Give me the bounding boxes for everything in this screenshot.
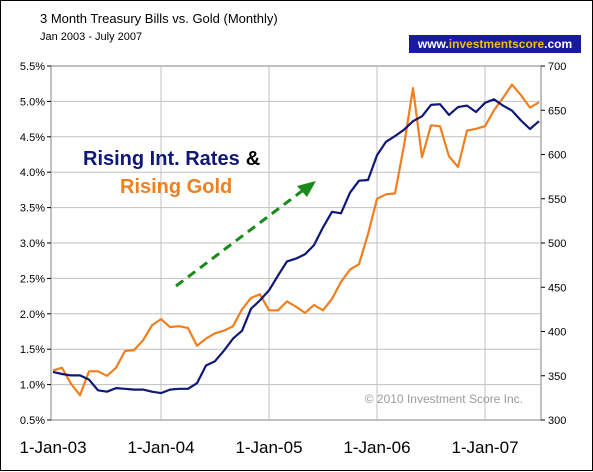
gold-price-line bbox=[52, 83, 540, 397]
y-axis-right-ticks: 300 350 400 450 500 550 600 650 700 bbox=[541, 61, 566, 427]
x-tick-label: 1-Jan-06 bbox=[343, 438, 410, 457]
y-right-tick-label: 500 bbox=[548, 238, 566, 250]
y-left-tick-label: 1.5% bbox=[20, 344, 45, 356]
y-right-tick-label: 550 bbox=[548, 194, 566, 206]
x-tick-label: 1-Jan-03 bbox=[19, 438, 86, 457]
y-right-tick-label: 350 bbox=[548, 371, 566, 383]
y-axis-left-ticks: 0.5% 1.0% 1.5% 2.0% 2.5% 3.0% 3.5% 4.0% 4.5% 5.0%… bbox=[20, 61, 51, 427]
y-left-tick-label: 4.5% bbox=[20, 132, 45, 144]
trend-arrow-line bbox=[175, 189, 303, 288]
y-left-tick-label: 4.0% bbox=[20, 167, 45, 179]
x-axis-ticks: 1-Jan-03 1-Jan-04 1-Jan-05 1-Jan-06 1-Jan-07 bbox=[19, 438, 518, 457]
y-right-tick-label: 650 bbox=[548, 105, 566, 117]
x-tick-label: 1-Jan-07 bbox=[451, 438, 518, 457]
y-left-tick-label: 5.0% bbox=[20, 96, 45, 108]
trend-arrow-head bbox=[297, 181, 316, 197]
series-layer bbox=[52, 83, 540, 397]
x-tick-label: 1-Jan-04 bbox=[127, 438, 194, 457]
y-right-tick-label: 450 bbox=[548, 282, 566, 294]
trend-arrow bbox=[175, 181, 316, 288]
y-right-tick-label: 300 bbox=[548, 415, 566, 427]
annotation-gold: Rising Gold bbox=[120, 176, 232, 198]
y-left-tick-label: 2.5% bbox=[20, 273, 45, 285]
y-left-tick-label: 0.5% bbox=[20, 415, 45, 427]
annotation-line1: Rising Int. Rates & bbox=[83, 148, 260, 170]
chart-subtitle: Jan 2003 - July 2007 bbox=[40, 31, 142, 43]
source-badge-text: www.investmentscore.com bbox=[417, 37, 572, 51]
treasury-yield-line bbox=[52, 98, 540, 395]
copyright-text: © 2010 Investment Score Inc. bbox=[365, 392, 523, 406]
y-left-tick-label: 3.0% bbox=[20, 238, 45, 250]
x-tick-label: 1-Jan-05 bbox=[235, 438, 302, 457]
annotation-amp: & bbox=[246, 148, 260, 170]
annotation-rates: Rising Int. Rates bbox=[83, 148, 240, 170]
source-badge-suffix: .com bbox=[544, 37, 572, 51]
y-left-tick-label: 2.0% bbox=[20, 309, 45, 321]
y-right-tick-label: 700 bbox=[548, 61, 566, 73]
y-left-tick-label: 3.5% bbox=[20, 203, 45, 215]
chart-title: 3 Month Treasury Bills vs. Gold (Monthly… bbox=[40, 11, 278, 26]
y-left-tick-label: 1.0% bbox=[20, 380, 45, 392]
source-badge[interactable]: www.investmentscore.com bbox=[409, 35, 581, 53]
source-badge-brand: investmentscore bbox=[449, 37, 545, 51]
y-right-tick-label: 400 bbox=[548, 327, 566, 339]
y-right-tick-label: 600 bbox=[548, 150, 566, 162]
y-left-tick-label: 5.5% bbox=[20, 61, 45, 73]
source-badge-background bbox=[409, 35, 581, 53]
source-badge-prefix: www. bbox=[417, 37, 449, 51]
